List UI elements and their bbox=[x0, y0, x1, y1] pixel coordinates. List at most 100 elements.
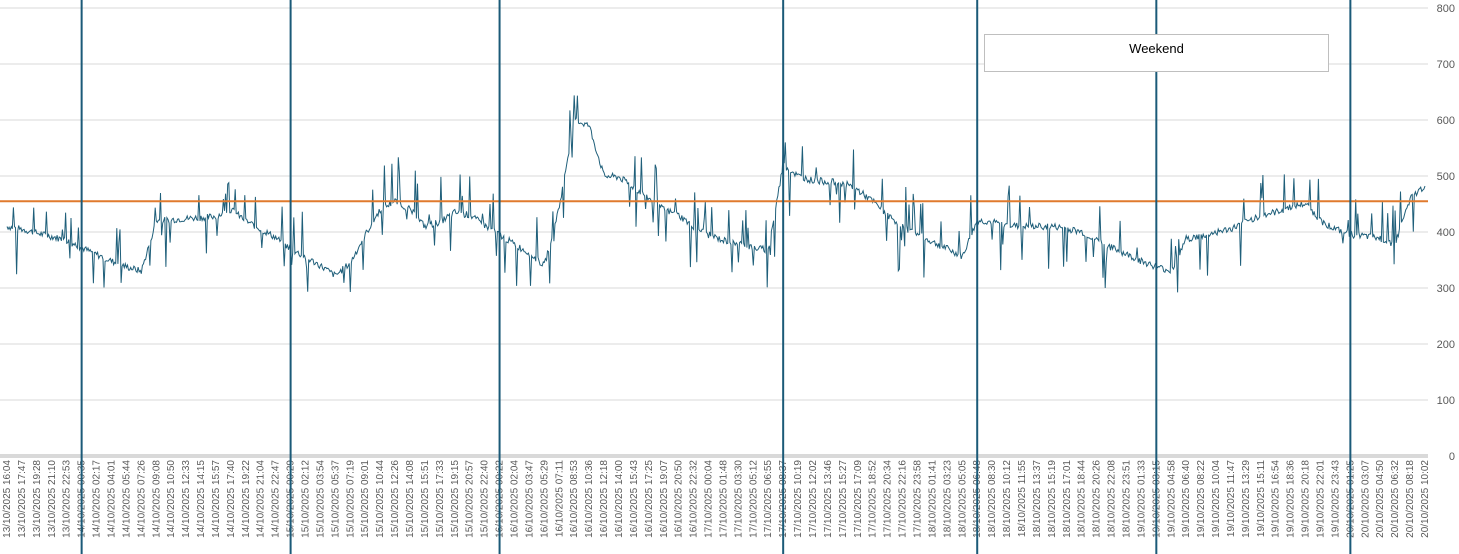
y-tick-label: 500 bbox=[1437, 171, 1455, 183]
x-tick-label: 15/10/2025 09:01 bbox=[360, 460, 371, 538]
x-tick-label: 13/10/2025 16:04 bbox=[2, 460, 13, 538]
x-tick-label: 15/10/2025 17:33 bbox=[435, 460, 446, 538]
x-tick-label: 15/10/2025 03:54 bbox=[315, 460, 326, 538]
y-tick-label: 800 bbox=[1437, 3, 1455, 15]
x-tick-label: 16/10/2025 22:32 bbox=[689, 460, 700, 538]
x-tick-label: 17/10/2025 03:30 bbox=[733, 460, 744, 538]
series-line bbox=[6, 95, 1426, 293]
x-tick-label: 17/10/2025 22:16 bbox=[898, 460, 909, 538]
y-tick-label: 300 bbox=[1437, 283, 1455, 295]
x-tick-label: 16/10/2025 10:36 bbox=[584, 460, 595, 538]
x-tick-label: 13/10/2025 17:47 bbox=[17, 460, 28, 538]
x-axis-band bbox=[0, 454, 1428, 458]
x-tick-label: 14/10/2025 14:15 bbox=[196, 460, 207, 538]
x-tick-label: 15/10/2025 14:08 bbox=[405, 460, 416, 538]
x-tick-label: 20/10/2025 03:07 bbox=[1360, 460, 1371, 538]
x-tick-label: 13/10/2025 22:53 bbox=[62, 460, 73, 538]
x-tick-label: 19/10/2025 16:54 bbox=[1271, 460, 1282, 538]
x-tick-label: 17/10/2025 15:27 bbox=[838, 460, 849, 538]
x-tick-label: 17/10/2025 01:48 bbox=[718, 460, 729, 538]
x-tick-label: 15/10/2025 20:57 bbox=[465, 460, 476, 538]
x-tick-label: 17/10/2025 10:19 bbox=[793, 460, 804, 538]
x-tick-label: 14/10/2025 21:04 bbox=[256, 460, 267, 538]
x-tick-label: 18/10/2025 10:12 bbox=[1002, 460, 1013, 538]
x-tick-label: 14/10/2025 04:01 bbox=[106, 460, 117, 538]
x-tick-label: 18/10/2025 05:05 bbox=[957, 460, 968, 538]
x-tick-label: 15/10/2025 15:51 bbox=[420, 460, 431, 538]
x-tick-label: 18/10/2025 23:51 bbox=[1121, 460, 1132, 538]
x-tick-label: 20/10/2025 08:18 bbox=[1405, 460, 1416, 538]
x-tick-label: 15/10/2025 05:37 bbox=[330, 460, 341, 538]
x-tick-label: 18/10/2025 13:37 bbox=[1032, 460, 1043, 538]
x-tick-label: 19/10/2025 22:01 bbox=[1316, 460, 1327, 538]
x-tick-label: 18/10/2025 22:08 bbox=[1107, 460, 1118, 538]
x-tick-label: 17/10/2025 13:46 bbox=[823, 460, 834, 538]
gridlines bbox=[0, 7, 1428, 401]
x-tick-label: 16/10/2025 03:47 bbox=[524, 460, 535, 538]
x-tick-label: 19/10/2025 20:18 bbox=[1301, 460, 1312, 538]
x-tick-label: 14/10/2025 10:50 bbox=[166, 460, 177, 538]
x-tick-label: 17/10/2025 20:34 bbox=[883, 460, 894, 538]
x-tick-label: 14/10/2025 19:22 bbox=[241, 460, 252, 538]
x-tick-label: 15/10/2025 02:12 bbox=[301, 460, 312, 538]
y-tick-label: 700 bbox=[1437, 59, 1455, 71]
x-tick-label: 16/10/2025 20:50 bbox=[674, 460, 685, 538]
legend: Weekend bbox=[984, 34, 1329, 72]
x-tick-label: 16/10/2025 15:43 bbox=[629, 460, 640, 538]
x-tick-label: 14/10/2025 17:40 bbox=[226, 460, 237, 538]
y-tick-label: 400 bbox=[1437, 227, 1455, 239]
x-tick-label: 18/10/2025 11:55 bbox=[1017, 460, 1028, 538]
y-tick-label: 0 bbox=[1449, 451, 1455, 463]
x-tick-label: 18/10/2025 15:19 bbox=[1047, 460, 1058, 538]
x-tick-label: 18/10/2025 18:44 bbox=[1077, 460, 1088, 538]
x-tick-label: 14/10/2025 22:47 bbox=[271, 460, 282, 538]
x-tick-label: 13/10/2025 21:10 bbox=[47, 460, 58, 538]
x-tick-label: 19/10/2025 06:40 bbox=[1181, 460, 1192, 538]
x-tick-label: 16/10/2025 08:53 bbox=[569, 460, 580, 538]
x-tick-label: 19/10/2025 10:04 bbox=[1211, 460, 1222, 538]
y-tick-label: 100 bbox=[1437, 395, 1455, 407]
x-tick-label: 16/10/2025 12:18 bbox=[599, 460, 610, 538]
x-tick-label: 14/10/2025 09:08 bbox=[151, 460, 162, 538]
x-tick-label: 14/10/2025 05:44 bbox=[121, 460, 132, 538]
x-tick-label: 19/10/2025 01:33 bbox=[1136, 460, 1147, 538]
x-tick-label: 17/10/2025 23:58 bbox=[913, 460, 924, 538]
legend-entry-weekend: Weekend bbox=[1129, 41, 1184, 56]
x-tick-label: 14/10/2025 02:17 bbox=[92, 460, 103, 538]
x-tick-label: 19/10/2025 11:47 bbox=[1226, 460, 1237, 538]
x-tick-label: 18/10/2025 03:23 bbox=[942, 460, 953, 538]
x-tick-label: 18/10/2025 17:01 bbox=[1062, 460, 1073, 538]
x-tick-label: 15/10/2025 22:40 bbox=[480, 460, 491, 538]
x-tick-label: 16/10/2025 02:04 bbox=[509, 460, 520, 538]
x-tick-label: 16/10/2025 17:25 bbox=[644, 460, 655, 538]
x-tick-label: 15/10/2025 12:26 bbox=[390, 460, 401, 538]
x-tick-label: 14/10/2025 15:57 bbox=[211, 460, 222, 538]
x-tick-label: 14/10/2025 12:33 bbox=[181, 460, 192, 538]
x-axis-ticks: 13/10/2025 16:04 13/10/2025 17:47 13/10/20… bbox=[2, 460, 1431, 538]
y-tick-label: 200 bbox=[1437, 339, 1455, 351]
x-tick-label: 20/10/2025 06:32 bbox=[1390, 460, 1401, 538]
x-tick-label: 17/10/2025 18:52 bbox=[868, 460, 879, 538]
x-tick-label: 15/10/2025 19:15 bbox=[450, 460, 461, 538]
x-tick-label: 16/10/2025 14:00 bbox=[614, 460, 625, 538]
x-tick-label: 19/10/2025 18:36 bbox=[1286, 460, 1297, 538]
vertical-markers bbox=[80, 0, 1352, 554]
x-tick-label: 18/10/2025 08:30 bbox=[987, 460, 998, 538]
x-tick-label: 14/10/2025 07:26 bbox=[136, 460, 147, 538]
y-axis-ticks: 0 100 200 300 400 500 600 700 800 bbox=[1437, 3, 1455, 463]
x-tick-label: 18/10/2025 20:26 bbox=[1092, 460, 1103, 538]
x-tick-label: 19/10/2025 15:11 bbox=[1256, 460, 1267, 538]
x-tick-label: 17/10/2025 17:09 bbox=[853, 460, 864, 538]
x-tick-label: 17/10/2025 06:55 bbox=[763, 460, 774, 538]
x-tick-label: 15/10/2025 07:19 bbox=[345, 460, 356, 538]
x-tick-label: 17/10/2025 05:12 bbox=[748, 460, 759, 538]
x-tick-label: 13/10/2025 19:28 bbox=[32, 460, 43, 538]
x-tick-label: 16/10/2025 07:11 bbox=[554, 460, 565, 538]
x-tick-label: 19/10/2025 04:58 bbox=[1166, 460, 1177, 538]
y-tick-label: 600 bbox=[1437, 115, 1455, 127]
x-tick-label: 18/10/2025 01:41 bbox=[927, 460, 938, 538]
x-tick-label: 16/10/2025 19:07 bbox=[659, 460, 670, 538]
x-tick-label: 19/10/2025 13:29 bbox=[1241, 460, 1252, 538]
x-tick-label: 19/10/2025 23:43 bbox=[1330, 460, 1341, 538]
